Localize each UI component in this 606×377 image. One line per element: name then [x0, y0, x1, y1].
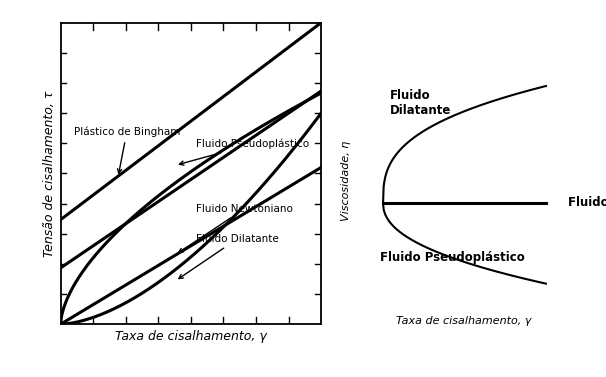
Text: Fluido Dilatante: Fluido Dilatante	[179, 234, 279, 279]
X-axis label: Taxa de cisalhamento, γ: Taxa de cisalhamento, γ	[115, 330, 267, 343]
Text: Fluido Pseudoplástico: Fluido Pseudoplástico	[379, 251, 524, 264]
Text: Fluido Newtoniano: Fluido Newtoniano	[179, 204, 293, 253]
Text: Fluido Newtoniano: Fluido Newtoniano	[568, 196, 606, 209]
Text: Fluido
Dilatante: Fluido Dilatante	[390, 89, 451, 118]
Text: Plástico de Bingham: Plástico de Bingham	[74, 127, 180, 173]
Text: Fluido Pseudoplástico: Fluido Pseudoplástico	[179, 139, 309, 165]
Text: Viscosidade, η: Viscosidade, η	[341, 141, 351, 221]
X-axis label: Taxa de cisalhamento, γ: Taxa de cisalhamento, γ	[396, 316, 531, 326]
Y-axis label: Tensão de cisalhamento, τ: Tensão de cisalhamento, τ	[44, 90, 56, 257]
